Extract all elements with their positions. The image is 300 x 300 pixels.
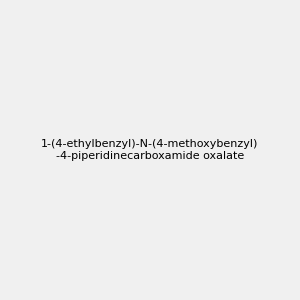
Text: 1-(4-ethylbenzyl)-N-(4-methoxybenzyl)
-4-piperidinecarboxamide oxalate: 1-(4-ethylbenzyl)-N-(4-methoxybenzyl) -4… bbox=[41, 139, 259, 161]
